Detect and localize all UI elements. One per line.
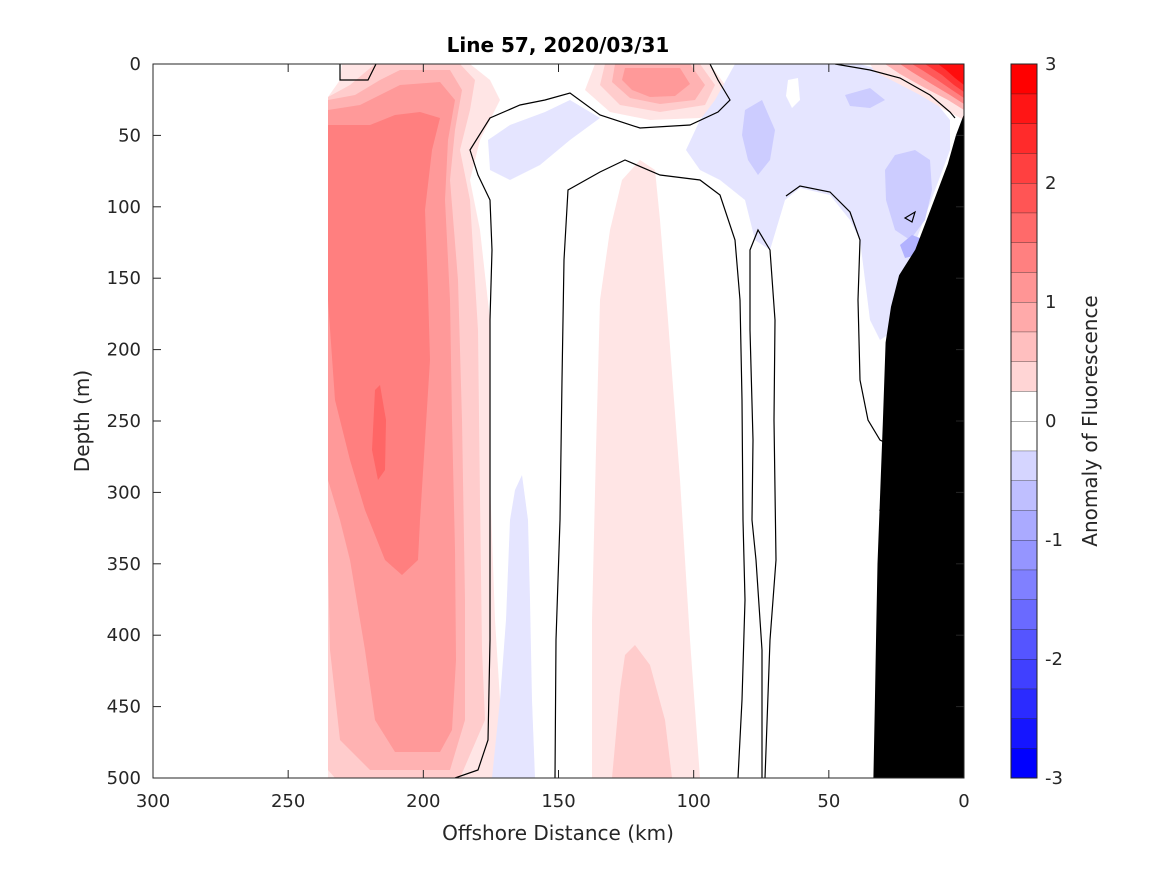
x-tick-label: 0 [958, 791, 969, 812]
colorbar-band [1011, 629, 1037, 659]
y-tick-label: 500 [107, 768, 141, 789]
y-tick-label: 50 [118, 125, 141, 146]
y-axis-title: Depth (m) [70, 370, 94, 472]
x-tick-label: 100 [676, 791, 710, 812]
contour-fill-pos-mid-0.50 [612, 645, 672, 778]
y-tick-label: 400 [107, 625, 141, 646]
contour-fill-pos-1.50 [372, 385, 386, 480]
colorbar-band [1011, 242, 1037, 273]
y-tick-label: 350 [107, 554, 141, 575]
x-axis-title: Offshore Distance (km) [442, 821, 674, 845]
contour-fill-neg-0.50-c [845, 88, 885, 108]
contour-fill-pos-1.25 [328, 112, 440, 575]
contour-fill-pos-coast-2.75 [938, 64, 964, 85]
colorbar-band [1011, 272, 1037, 302]
contour-fill-zero-hole-a [786, 78, 800, 108]
colorbar-band [1011, 480, 1037, 511]
zero-contour-line-f [834, 64, 956, 119]
y-tick-label: 450 [107, 697, 141, 718]
zero-contour-line-b [454, 64, 731, 778]
colorbar-tick-label: -1 [1045, 530, 1063, 551]
colorbar-band [1011, 688, 1037, 719]
colorbar-band [1011, 659, 1037, 689]
colorbar-band [1011, 748, 1037, 778]
axes: 300 250 200 150 100 50 0 050100150200250300350… [107, 54, 970, 812]
x-tick-label: 300 [136, 791, 170, 812]
contour-fill-neg-offshore [492, 475, 535, 778]
bathymetry-shape [873, 113, 964, 778]
colorbar-band [1011, 331, 1037, 362]
colorbar-band [1011, 183, 1037, 213]
x-tick-label: 50 [817, 791, 840, 812]
zero-contour-line-d [749, 228, 777, 778]
y-tick-label: 150 [107, 268, 141, 289]
colorbar-band [1011, 450, 1037, 481]
colorbar-band [1011, 569, 1037, 600]
colorbar-band [1011, 391, 1037, 421]
zero-contour-line-a [339, 64, 377, 81]
x-tick-label: 150 [541, 791, 575, 812]
colorbar-band [1011, 510, 1037, 540]
colorbar-band [1011, 361, 1037, 392]
x-axis-ticks: 300 250 200 150 100 50 0 [136, 64, 970, 812]
colorbar-tick-label: -3 [1045, 768, 1063, 789]
zero-contour-line-e [785, 185, 891, 446]
colorbar-band [1011, 421, 1037, 451]
colorbar-tick-label: 3 [1045, 54, 1056, 75]
y-axis-ticks: 0 50 100 150 200 250 300 350 400 450 500 [107, 54, 964, 789]
y-tick-label: 200 [107, 340, 141, 361]
colorbar-title: Anomaly of Fluorescence [1078, 295, 1102, 546]
plot-area [153, 64, 964, 778]
colorbar-bands [1011, 63, 1037, 778]
contour-fills [328, 64, 964, 778]
colorbar-tick-label: 0 [1045, 411, 1056, 432]
colorbar-band [1011, 153, 1037, 183]
colorbar-band [1011, 123, 1037, 154]
contour-fill-neg-0.50-b [885, 150, 932, 240]
x-tick-label: 200 [406, 791, 440, 812]
zero-contour-lines [339, 64, 956, 778]
colorbar-tick-label: -2 [1045, 649, 1063, 670]
colorbar-frame [1010, 63, 1038, 779]
colorbar-band [1011, 718, 1037, 749]
chart-title: Line 57, 2020/03/31 [447, 33, 670, 57]
colorbar: 3 2 1 0 -1 -2 -3 Anomaly of Fluorescence [1010, 54, 1102, 789]
colorbar-tick-label: 2 [1045, 173, 1056, 194]
x-tick-label: 250 [271, 791, 305, 812]
colorbar-band [1011, 302, 1037, 332]
colorbar-band [1011, 599, 1037, 630]
colorbar-ticks: 3 2 1 0 -1 -2 -3 [1045, 54, 1063, 789]
y-tick-label: 0 [130, 54, 141, 75]
colorbar-band [1011, 212, 1037, 243]
colorbar-band [1011, 540, 1037, 570]
colorbar-band [1011, 93, 1037, 124]
zero-contour-line-h [903, 210, 917, 223]
contour-fill-pos-patch-1.00 [622, 68, 690, 97]
y-tick-label: 100 [107, 197, 141, 218]
zero-contour-line-c [554, 159, 746, 778]
contour-fill-neg-0.50-a [742, 100, 775, 175]
colorbar-band [1011, 64, 1037, 94]
colorbar-tick-label: 1 [1045, 292, 1056, 313]
y-tick-label: 250 [107, 411, 141, 432]
y-tick-label: 300 [107, 482, 141, 503]
contour-fill-pos-mid-0.25 [592, 160, 700, 778]
contour-fill-neg-0.25-a [488, 100, 600, 180]
